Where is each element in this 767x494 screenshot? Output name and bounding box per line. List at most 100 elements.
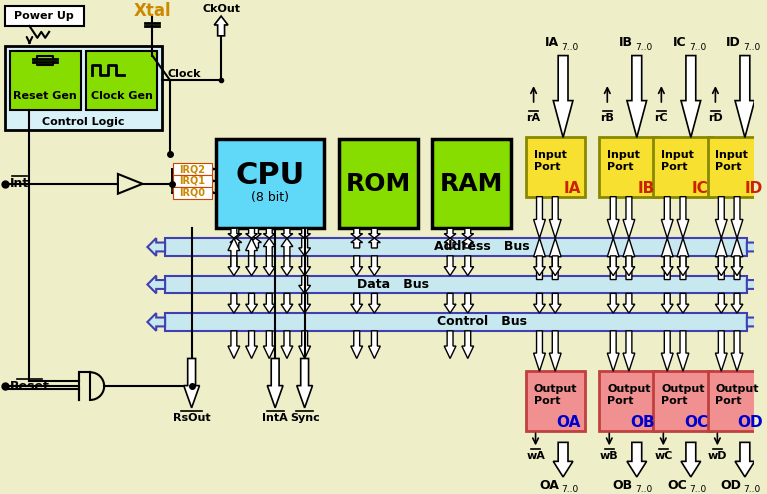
Polygon shape xyxy=(298,256,311,276)
Polygon shape xyxy=(677,293,689,313)
Bar xyxy=(173,175,212,187)
Text: OC: OC xyxy=(667,479,687,492)
Polygon shape xyxy=(228,238,240,266)
Text: 7..0: 7..0 xyxy=(635,43,652,52)
Text: IntA: IntA xyxy=(262,412,288,423)
Bar xyxy=(87,51,157,110)
Text: rD: rD xyxy=(708,113,723,123)
Bar xyxy=(653,371,713,430)
Polygon shape xyxy=(549,256,561,276)
Polygon shape xyxy=(627,55,647,137)
Polygon shape xyxy=(534,256,545,276)
Polygon shape xyxy=(263,293,275,313)
Polygon shape xyxy=(245,228,258,238)
Polygon shape xyxy=(351,293,363,313)
Polygon shape xyxy=(147,313,165,331)
Text: rB: rB xyxy=(601,113,614,123)
Text: wB: wB xyxy=(600,451,618,461)
Text: Control   Bus: Control Bus xyxy=(436,316,526,329)
Text: ID: ID xyxy=(744,181,762,196)
Polygon shape xyxy=(281,331,293,359)
Polygon shape xyxy=(281,256,293,276)
Bar xyxy=(433,139,511,228)
Text: RsOut: RsOut xyxy=(173,412,210,423)
Bar xyxy=(165,313,747,331)
Polygon shape xyxy=(351,238,363,248)
Text: wC: wC xyxy=(654,451,673,461)
Polygon shape xyxy=(677,331,689,371)
Text: Port: Port xyxy=(607,396,634,406)
Polygon shape xyxy=(716,293,727,313)
Polygon shape xyxy=(281,238,293,257)
Polygon shape xyxy=(553,442,573,477)
Polygon shape xyxy=(297,359,312,408)
Text: Port: Port xyxy=(661,162,688,172)
Bar xyxy=(525,371,584,430)
Polygon shape xyxy=(462,331,474,359)
Polygon shape xyxy=(147,276,165,293)
Polygon shape xyxy=(661,331,673,371)
Polygon shape xyxy=(263,256,275,276)
Bar xyxy=(5,6,84,26)
Polygon shape xyxy=(351,256,363,276)
Polygon shape xyxy=(228,331,240,359)
Polygon shape xyxy=(444,228,456,238)
Text: Clock Gen: Clock Gen xyxy=(91,91,153,101)
Polygon shape xyxy=(731,256,743,276)
Polygon shape xyxy=(716,331,727,371)
Text: Sync: Sync xyxy=(290,412,320,423)
Polygon shape xyxy=(298,293,311,313)
Polygon shape xyxy=(661,256,673,276)
Text: Reset Gen: Reset Gen xyxy=(13,91,77,101)
Text: OA: OA xyxy=(556,415,581,430)
Text: OB: OB xyxy=(630,415,654,430)
Bar xyxy=(707,137,766,197)
Text: Port: Port xyxy=(534,396,560,406)
Polygon shape xyxy=(747,238,765,256)
Polygon shape xyxy=(249,228,262,238)
Polygon shape xyxy=(627,442,647,477)
Text: (8 bit): (8 bit) xyxy=(252,191,289,204)
Text: Port: Port xyxy=(607,162,634,172)
Text: Input: Input xyxy=(661,150,694,160)
Bar xyxy=(339,139,418,228)
Polygon shape xyxy=(281,293,293,313)
Bar xyxy=(216,139,324,228)
Polygon shape xyxy=(462,256,474,276)
Bar xyxy=(653,137,713,197)
Polygon shape xyxy=(661,293,673,313)
Polygon shape xyxy=(731,331,743,371)
Polygon shape xyxy=(298,276,311,293)
Polygon shape xyxy=(444,256,456,276)
Text: CkOut: CkOut xyxy=(202,4,240,14)
Polygon shape xyxy=(298,238,311,256)
Polygon shape xyxy=(677,256,689,276)
Polygon shape xyxy=(118,174,143,194)
Text: IC: IC xyxy=(673,36,687,49)
Polygon shape xyxy=(263,228,275,238)
Text: OB: OB xyxy=(613,479,633,492)
Polygon shape xyxy=(681,55,701,137)
Polygon shape xyxy=(230,228,242,238)
Polygon shape xyxy=(351,331,363,359)
Polygon shape xyxy=(735,442,755,477)
Bar xyxy=(173,187,212,199)
Polygon shape xyxy=(462,228,474,238)
Polygon shape xyxy=(184,359,199,408)
Text: rA: rA xyxy=(526,113,541,123)
Polygon shape xyxy=(245,293,258,313)
Text: IRQ1: IRQ1 xyxy=(179,176,206,186)
Text: Output: Output xyxy=(607,384,651,394)
Polygon shape xyxy=(245,256,258,276)
Text: ROM: ROM xyxy=(346,172,411,196)
Polygon shape xyxy=(245,331,258,359)
Polygon shape xyxy=(716,238,727,280)
Polygon shape xyxy=(534,293,545,313)
Polygon shape xyxy=(263,331,275,359)
Text: OD: OD xyxy=(720,479,741,492)
Text: RAM: RAM xyxy=(440,172,503,196)
Polygon shape xyxy=(607,197,619,238)
Polygon shape xyxy=(549,197,561,238)
Text: OA: OA xyxy=(539,479,559,492)
Bar xyxy=(600,371,658,430)
